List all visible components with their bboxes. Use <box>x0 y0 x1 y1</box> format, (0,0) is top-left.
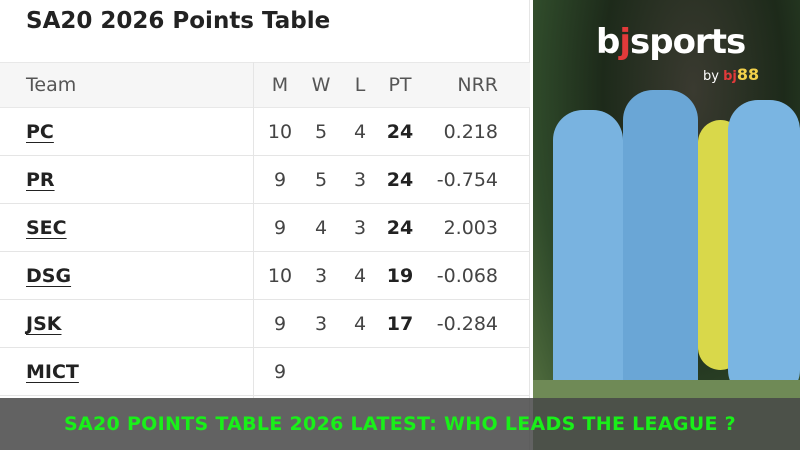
cell-l: 4 <box>353 120 367 143</box>
cell-m: 9 <box>273 168 287 191</box>
cell-nrr: 0.218 <box>443 120 498 143</box>
col-l: L <box>354 74 366 96</box>
cell-team[interactable]: DSG <box>26 264 72 287</box>
cell-nrr: -0.284 <box>436 312 498 335</box>
cell-w: 3 <box>314 264 328 287</box>
headline-banner: SA20 POINTS TABLE 2026 LATEST: WHO LEADS… <box>0 398 800 450</box>
col-m: M <box>271 74 289 96</box>
cell-w: 5 <box>314 120 328 143</box>
cell-l: 3 <box>353 168 367 191</box>
cell-l: 4 <box>353 264 367 287</box>
team-celebration-photo <box>533 0 800 450</box>
cell-w: 3 <box>314 312 328 335</box>
cell-nrr: -0.068 <box>436 264 498 287</box>
cell-l: 4 <box>353 312 367 335</box>
table-row: DSG 10 3 4 19 -0.068 <box>0 252 530 300</box>
cell-team[interactable]: MICT <box>26 360 79 383</box>
table-row: PC 10 5 4 24 0.218 <box>0 108 530 156</box>
cell-nrr <box>420 348 498 395</box>
headline-text: SA20 POINTS TABLE 2026 LATEST: WHO LEADS… <box>64 413 736 435</box>
cell-l: 3 <box>353 216 367 239</box>
points-table-panel: SA20 2026 Points Table Team M W L PT NRR… <box>0 0 530 450</box>
table-row: SEC 9 4 3 24 2.003 <box>0 204 530 252</box>
table-row: MICT 9 <box>0 348 530 396</box>
cell-team[interactable]: JSK <box>26 312 62 335</box>
cell-nrr: -0.754 <box>436 168 498 191</box>
cell-pt: 24 <box>386 120 414 143</box>
column-divider <box>253 62 254 398</box>
page-title: SA20 2026 Points Table <box>26 8 331 34</box>
table-header: Team M W L PT NRR <box>0 62 530 108</box>
cell-nrr: 2.003 <box>443 216 498 239</box>
cell-pt: 24 <box>386 168 414 191</box>
cell-m: 10 <box>267 120 293 143</box>
col-team: Team <box>26 74 77 96</box>
col-nrr: NRR <box>457 74 498 96</box>
table-row: PR 9 5 3 24 -0.754 <box>0 156 530 204</box>
cell-l <box>345 348 375 395</box>
bjsports-logo: bjsports <box>596 22 746 62</box>
table-row: JSK 9 3 4 17 -0.284 <box>0 300 530 348</box>
cell-w <box>306 348 336 395</box>
cell-w: 4 <box>314 216 328 239</box>
cell-m: 10 <box>267 264 293 287</box>
col-w: W <box>311 74 331 96</box>
cell-pt: 19 <box>386 264 414 287</box>
cell-m: 9 <box>273 216 287 239</box>
cell-pt: 24 <box>386 216 414 239</box>
cell-pt: 17 <box>386 312 414 335</box>
cell-m: 9 <box>273 360 287 383</box>
bj88-sublogo: by bj88 <box>703 65 760 85</box>
cell-team[interactable]: SEC <box>26 216 67 239</box>
cell-m: 9 <box>273 312 287 335</box>
cell-w: 5 <box>314 168 328 191</box>
cell-pt <box>382 348 418 395</box>
cell-team[interactable]: PC <box>26 120 54 143</box>
col-pt: PT <box>388 74 412 96</box>
cell-team[interactable]: PR <box>26 168 55 191</box>
